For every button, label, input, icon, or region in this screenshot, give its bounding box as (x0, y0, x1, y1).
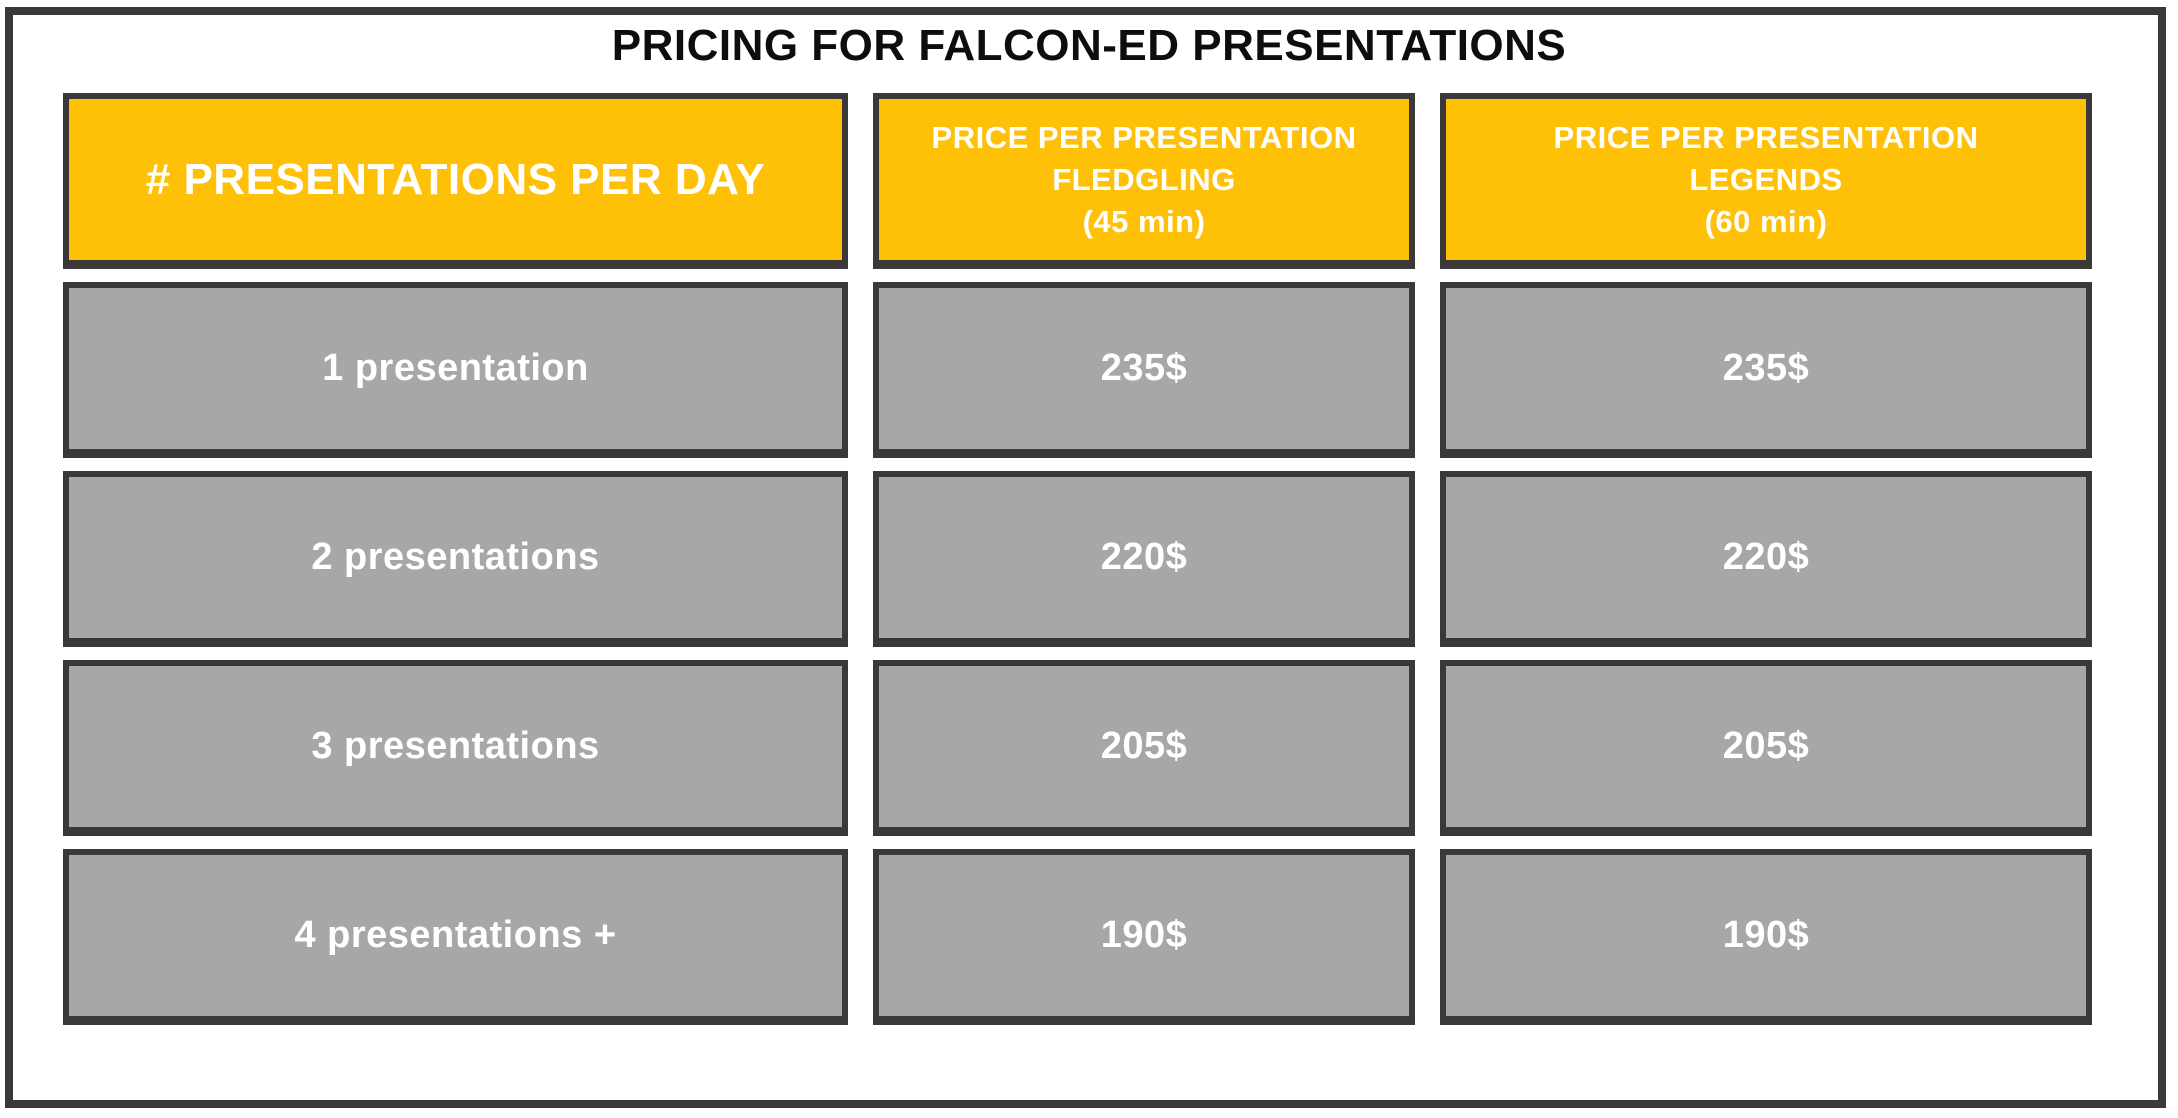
header-label-line: (45 min) (1082, 203, 1206, 239)
row-label: 4 presentations + (294, 914, 617, 956)
price-cell-legends: 220$ (1440, 471, 2092, 647)
price-value: 220$ (1100, 536, 1188, 578)
row-label: 3 presentations (311, 725, 600, 767)
price-value: 190$ (1722, 914, 1810, 956)
price-cell-legends: 205$ (1440, 660, 2092, 836)
header-label-line: PRICE PER PRESENTATION (931, 119, 1357, 155)
pricing-table: # PRESENTATIONS PER DAY PRICE PER PRESEN… (63, 93, 2092, 1025)
row-label: 1 presentation (322, 347, 589, 389)
price-cell-fledgling: 205$ (873, 660, 1415, 836)
header-cell-legends: PRICE PER PRESENTATION LEGENDS (60 min) (1440, 93, 2092, 269)
row-label-cell: 4 presentations + (63, 849, 848, 1025)
page-title: PRICING FOR FALCON-ED PRESENTATIONS (611, 21, 1567, 70)
header-label-line: LEGENDS (1689, 161, 1843, 197)
header-label: # PRESENTATIONS PER DAY (145, 154, 766, 204)
price-value: 235$ (1722, 347, 1810, 389)
header-label-line: PRICE PER PRESENTATION (1553, 119, 1979, 155)
price-cell-fledgling: 235$ (873, 282, 1415, 458)
header-label-line: FLEDGLING (1052, 161, 1236, 197)
price-cell-fledgling: 190$ (873, 849, 1415, 1025)
price-value: 190$ (1100, 914, 1188, 956)
row-label-cell: 3 presentations (63, 660, 848, 836)
header-cell-fledgling: PRICE PER PRESENTATION FLEDGLING (45 min… (873, 93, 1415, 269)
price-value: 205$ (1722, 725, 1810, 767)
row-label-cell: 2 presentations (63, 471, 848, 647)
row-label: 2 presentations (311, 536, 600, 578)
header-cell-presentations-per-day: # PRESENTATIONS PER DAY (63, 93, 848, 269)
price-value: 220$ (1722, 536, 1810, 578)
price-value: 235$ (1100, 347, 1188, 389)
price-cell-legends: 190$ (1440, 849, 2092, 1025)
price-cell-legends: 235$ (1440, 282, 2092, 458)
header-label-line: (60 min) (1704, 203, 1828, 239)
price-value: 205$ (1100, 725, 1188, 767)
outer-frame (5, 7, 2166, 1108)
row-label-cell: 1 presentation (63, 282, 848, 458)
price-cell-fledgling: 220$ (873, 471, 1415, 647)
